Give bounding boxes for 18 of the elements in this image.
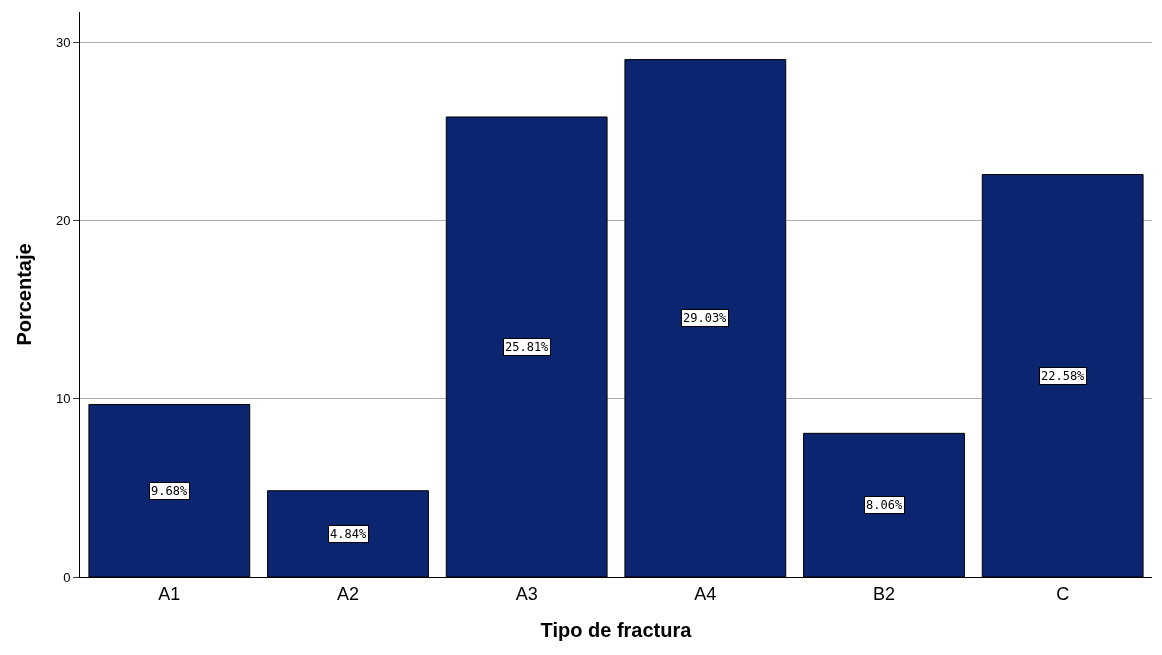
y-tick-label: 0	[63, 569, 71, 585]
x-axis-title: Tipo de fractura	[540, 619, 693, 642]
x-tick-label: A3	[515, 583, 538, 604]
y-tick-label: 10	[55, 391, 71, 407]
data-label: 29.03%	[683, 311, 728, 325]
x-tick-label: C	[1056, 583, 1070, 604]
x-tick-label: A2	[336, 583, 360, 604]
data-label: 25.81%	[505, 340, 550, 354]
y-tick-label: 20	[55, 213, 71, 229]
data-label: 22.58%	[1041, 369, 1086, 383]
x-tick-label: B2	[872, 583, 896, 604]
data-label: 9.68%	[151, 484, 188, 498]
data-label: 4.84%	[330, 527, 367, 541]
x-tick-label: A4	[694, 583, 717, 604]
y-axis-title: Porcentaje	[13, 243, 36, 346]
y-tick-label: 30	[55, 34, 71, 50]
x-tick-label: A1	[158, 583, 181, 604]
data-label: 8.06%	[866, 498, 903, 512]
